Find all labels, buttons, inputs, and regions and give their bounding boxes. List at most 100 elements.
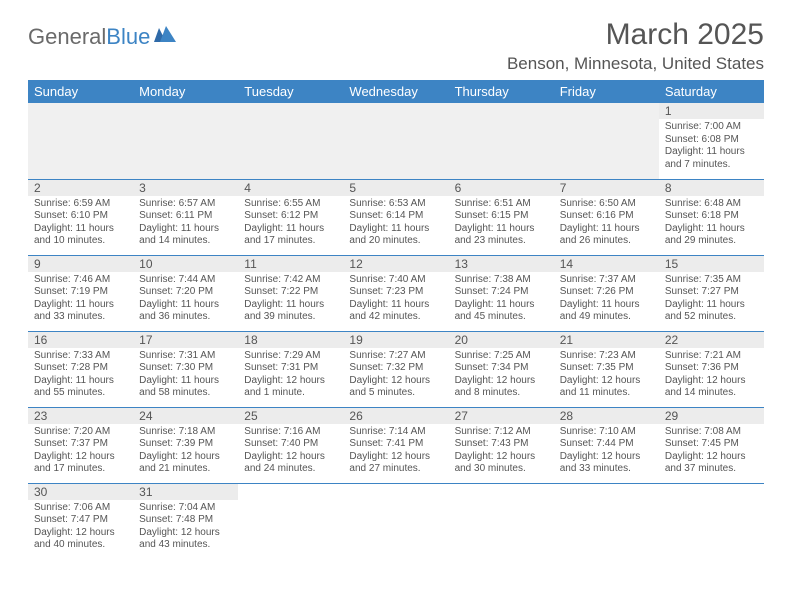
calendar-row: 30Sunrise: 7:06 AMSunset: 7:47 PMDayligh…: [28, 483, 764, 559]
day-number: 16: [28, 332, 133, 348]
calendar-cell: 30Sunrise: 7:06 AMSunset: 7:47 PMDayligh…: [28, 483, 133, 559]
day-body: Sunrise: 7:40 AMSunset: 7:23 PMDaylight:…: [343, 272, 448, 328]
calendar-cell: 13Sunrise: 7:38 AMSunset: 7:24 PMDayligh…: [449, 255, 554, 331]
location-text: Benson, Minnesota, United States: [28, 54, 764, 74]
day-number: 2: [28, 180, 133, 196]
day-number: 7: [554, 180, 659, 196]
calendar-cell: [449, 103, 554, 179]
day-number: 3: [133, 180, 238, 196]
calendar-cell: 17Sunrise: 7:31 AMSunset: 7:30 PMDayligh…: [133, 331, 238, 407]
calendar-cell: 4Sunrise: 6:55 AMSunset: 6:12 PMDaylight…: [238, 179, 343, 255]
day-number: 1: [659, 103, 764, 119]
calendar-cell: [238, 483, 343, 559]
calendar-table: Sunday Monday Tuesday Wednesday Thursday…: [28, 80, 764, 559]
calendar-row: 9Sunrise: 7:46 AMSunset: 7:19 PMDaylight…: [28, 255, 764, 331]
day-number: 31: [133, 484, 238, 500]
calendar-cell: [238, 103, 343, 179]
day-number: 30: [28, 484, 133, 500]
day-body: Sunrise: 6:55 AMSunset: 6:12 PMDaylight:…: [238, 196, 343, 252]
calendar-cell: 22Sunrise: 7:21 AMSunset: 7:36 PMDayligh…: [659, 331, 764, 407]
day-number: 4: [238, 180, 343, 196]
calendar-cell: 12Sunrise: 7:40 AMSunset: 7:23 PMDayligh…: [343, 255, 448, 331]
calendar-row: 2Sunrise: 6:59 AMSunset: 6:10 PMDaylight…: [28, 179, 764, 255]
day-number: 21: [554, 332, 659, 348]
calendar-cell: [449, 483, 554, 559]
day-body: Sunrise: 7:44 AMSunset: 7:20 PMDaylight:…: [133, 272, 238, 328]
day-body: Sunrise: 7:00 AMSunset: 6:08 PMDaylight:…: [659, 119, 764, 175]
calendar-row: 16Sunrise: 7:33 AMSunset: 7:28 PMDayligh…: [28, 331, 764, 407]
day-body: Sunrise: 7:18 AMSunset: 7:39 PMDaylight:…: [133, 424, 238, 480]
calendar-cell: 24Sunrise: 7:18 AMSunset: 7:39 PMDayligh…: [133, 407, 238, 483]
day-number: 18: [238, 332, 343, 348]
day-body: Sunrise: 7:14 AMSunset: 7:41 PMDaylight:…: [343, 424, 448, 480]
weekday-header: Thursday: [449, 80, 554, 103]
day-number: 5: [343, 180, 448, 196]
day-body: Sunrise: 7:46 AMSunset: 7:19 PMDaylight:…: [28, 272, 133, 328]
calendar-cell: 21Sunrise: 7:23 AMSunset: 7:35 PMDayligh…: [554, 331, 659, 407]
calendar-cell: 31Sunrise: 7:04 AMSunset: 7:48 PMDayligh…: [133, 483, 238, 559]
weekday-header: Wednesday: [343, 80, 448, 103]
day-number: 20: [449, 332, 554, 348]
weekday-header-row: Sunday Monday Tuesday Wednesday Thursday…: [28, 80, 764, 103]
day-body: Sunrise: 6:59 AMSunset: 6:10 PMDaylight:…: [28, 196, 133, 252]
weekday-header: Sunday: [28, 80, 133, 103]
day-number: 27: [449, 408, 554, 424]
day-body: Sunrise: 7:29 AMSunset: 7:31 PMDaylight:…: [238, 348, 343, 404]
weekday-header: Tuesday: [238, 80, 343, 103]
weekday-header: Monday: [133, 80, 238, 103]
calendar-cell: 7Sunrise: 6:50 AMSunset: 6:16 PMDaylight…: [554, 179, 659, 255]
weekday-header: Saturday: [659, 80, 764, 103]
day-number: 9: [28, 256, 133, 272]
calendar-cell: 16Sunrise: 7:33 AMSunset: 7:28 PMDayligh…: [28, 331, 133, 407]
day-body: Sunrise: 7:16 AMSunset: 7:40 PMDaylight:…: [238, 424, 343, 480]
logo: GeneralBlue: [28, 24, 180, 50]
page-title: March 2025: [606, 18, 764, 52]
calendar-cell: [133, 103, 238, 179]
calendar-cell: 26Sunrise: 7:14 AMSunset: 7:41 PMDayligh…: [343, 407, 448, 483]
day-body: Sunrise: 7:06 AMSunset: 7:47 PMDaylight:…: [28, 500, 133, 556]
logo-word1: General: [28, 24, 106, 50]
calendar-cell: 11Sunrise: 7:42 AMSunset: 7:22 PMDayligh…: [238, 255, 343, 331]
day-number: 19: [343, 332, 448, 348]
calendar-cell: [28, 103, 133, 179]
day-number: 23: [28, 408, 133, 424]
day-body: Sunrise: 7:37 AMSunset: 7:26 PMDaylight:…: [554, 272, 659, 328]
calendar-cell: 25Sunrise: 7:16 AMSunset: 7:40 PMDayligh…: [238, 407, 343, 483]
day-body: Sunrise: 7:27 AMSunset: 7:32 PMDaylight:…: [343, 348, 448, 404]
calendar-cell: 3Sunrise: 6:57 AMSunset: 6:11 PMDaylight…: [133, 179, 238, 255]
calendar-cell: [343, 103, 448, 179]
day-body: Sunrise: 7:42 AMSunset: 7:22 PMDaylight:…: [238, 272, 343, 328]
calendar-cell: 6Sunrise: 6:51 AMSunset: 6:15 PMDaylight…: [449, 179, 554, 255]
day-number: 6: [449, 180, 554, 196]
calendar-cell: 23Sunrise: 7:20 AMSunset: 7:37 PMDayligh…: [28, 407, 133, 483]
day-body: Sunrise: 7:20 AMSunset: 7:37 PMDaylight:…: [28, 424, 133, 480]
day-body: Sunrise: 6:48 AMSunset: 6:18 PMDaylight:…: [659, 196, 764, 252]
calendar-cell: 29Sunrise: 7:08 AMSunset: 7:45 PMDayligh…: [659, 407, 764, 483]
calendar-cell: 2Sunrise: 6:59 AMSunset: 6:10 PMDaylight…: [28, 179, 133, 255]
day-body: Sunrise: 7:31 AMSunset: 7:30 PMDaylight:…: [133, 348, 238, 404]
day-body: Sunrise: 7:10 AMSunset: 7:44 PMDaylight:…: [554, 424, 659, 480]
day-number: 29: [659, 408, 764, 424]
day-body: Sunrise: 6:57 AMSunset: 6:11 PMDaylight:…: [133, 196, 238, 252]
calendar-cell: 18Sunrise: 7:29 AMSunset: 7:31 PMDayligh…: [238, 331, 343, 407]
calendar-row: 1Sunrise: 7:00 AMSunset: 6:08 PMDaylight…: [28, 103, 764, 179]
calendar-cell: 27Sunrise: 7:12 AMSunset: 7:43 PMDayligh…: [449, 407, 554, 483]
calendar-cell: 9Sunrise: 7:46 AMSunset: 7:19 PMDaylight…: [28, 255, 133, 331]
day-number: 24: [133, 408, 238, 424]
day-number: 13: [449, 256, 554, 272]
day-body: Sunrise: 7:23 AMSunset: 7:35 PMDaylight:…: [554, 348, 659, 404]
calendar-row: 23Sunrise: 7:20 AMSunset: 7:37 PMDayligh…: [28, 407, 764, 483]
calendar-cell: 28Sunrise: 7:10 AMSunset: 7:44 PMDayligh…: [554, 407, 659, 483]
day-body: Sunrise: 7:38 AMSunset: 7:24 PMDaylight:…: [449, 272, 554, 328]
flag-icon: [154, 24, 180, 50]
calendar-cell: [554, 483, 659, 559]
logo-word2: Blue: [106, 24, 150, 50]
day-number: 11: [238, 256, 343, 272]
day-body: Sunrise: 7:35 AMSunset: 7:27 PMDaylight:…: [659, 272, 764, 328]
day-body: Sunrise: 7:33 AMSunset: 7:28 PMDaylight:…: [28, 348, 133, 404]
calendar-cell: 1Sunrise: 7:00 AMSunset: 6:08 PMDaylight…: [659, 103, 764, 179]
calendar-cell: 10Sunrise: 7:44 AMSunset: 7:20 PMDayligh…: [133, 255, 238, 331]
day-number: 10: [133, 256, 238, 272]
calendar-cell: 5Sunrise: 6:53 AMSunset: 6:14 PMDaylight…: [343, 179, 448, 255]
day-number: 15: [659, 256, 764, 272]
